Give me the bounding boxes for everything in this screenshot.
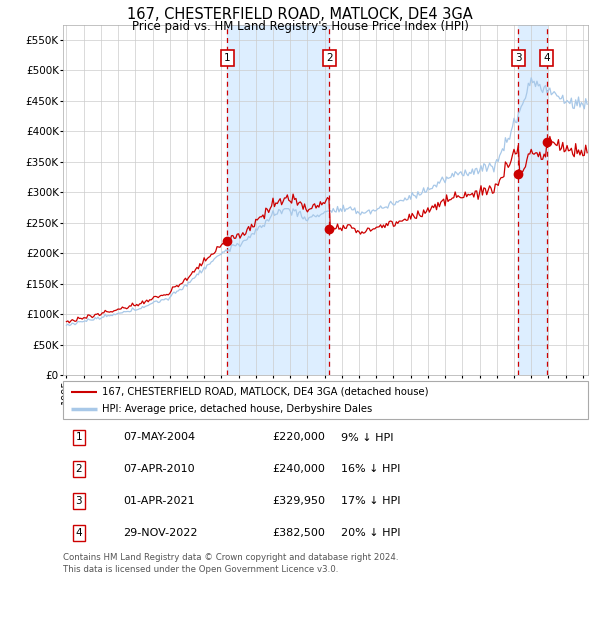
- Text: 4: 4: [76, 528, 82, 538]
- Bar: [518, 25, 547, 375]
- Text: 01-APR-2021: 01-APR-2021: [124, 496, 195, 506]
- Text: 4: 4: [544, 53, 550, 63]
- Text: 167, CHESTERFIELD ROAD, MATLOCK, DE4 3GA: 167, CHESTERFIELD ROAD, MATLOCK, DE4 3GA: [127, 7, 473, 22]
- Text: £329,950: £329,950: [272, 496, 325, 506]
- Text: 1: 1: [76, 433, 82, 443]
- Text: HPI: Average price, detached house, Derbyshire Dales: HPI: Average price, detached house, Derb…: [103, 404, 373, 414]
- Text: 9% ↓ HPI: 9% ↓ HPI: [341, 433, 394, 443]
- Text: 07-APR-2010: 07-APR-2010: [124, 464, 195, 474]
- Text: 2: 2: [76, 464, 82, 474]
- Bar: [227, 25, 329, 375]
- Text: 16% ↓ HPI: 16% ↓ HPI: [341, 464, 401, 474]
- Text: 1: 1: [224, 53, 230, 63]
- Text: 3: 3: [515, 53, 521, 63]
- Text: Contains HM Land Registry data © Crown copyright and database right 2024.: Contains HM Land Registry data © Crown c…: [63, 553, 398, 562]
- Text: Price paid vs. HM Land Registry's House Price Index (HPI): Price paid vs. HM Land Registry's House …: [131, 20, 469, 33]
- Text: £382,500: £382,500: [272, 528, 325, 538]
- Text: £220,000: £220,000: [272, 433, 325, 443]
- Text: 07-MAY-2004: 07-MAY-2004: [124, 433, 196, 443]
- Text: 20% ↓ HPI: 20% ↓ HPI: [341, 528, 401, 538]
- Text: 2: 2: [326, 53, 332, 63]
- Text: 3: 3: [76, 496, 82, 506]
- Text: £240,000: £240,000: [272, 464, 325, 474]
- Text: 17% ↓ HPI: 17% ↓ HPI: [341, 496, 401, 506]
- Text: 29-NOV-2022: 29-NOV-2022: [124, 528, 198, 538]
- Text: 167, CHESTERFIELD ROAD, MATLOCK, DE4 3GA (detached house): 167, CHESTERFIELD ROAD, MATLOCK, DE4 3GA…: [103, 387, 429, 397]
- FancyBboxPatch shape: [63, 381, 588, 419]
- Text: This data is licensed under the Open Government Licence v3.0.: This data is licensed under the Open Gov…: [63, 565, 338, 575]
